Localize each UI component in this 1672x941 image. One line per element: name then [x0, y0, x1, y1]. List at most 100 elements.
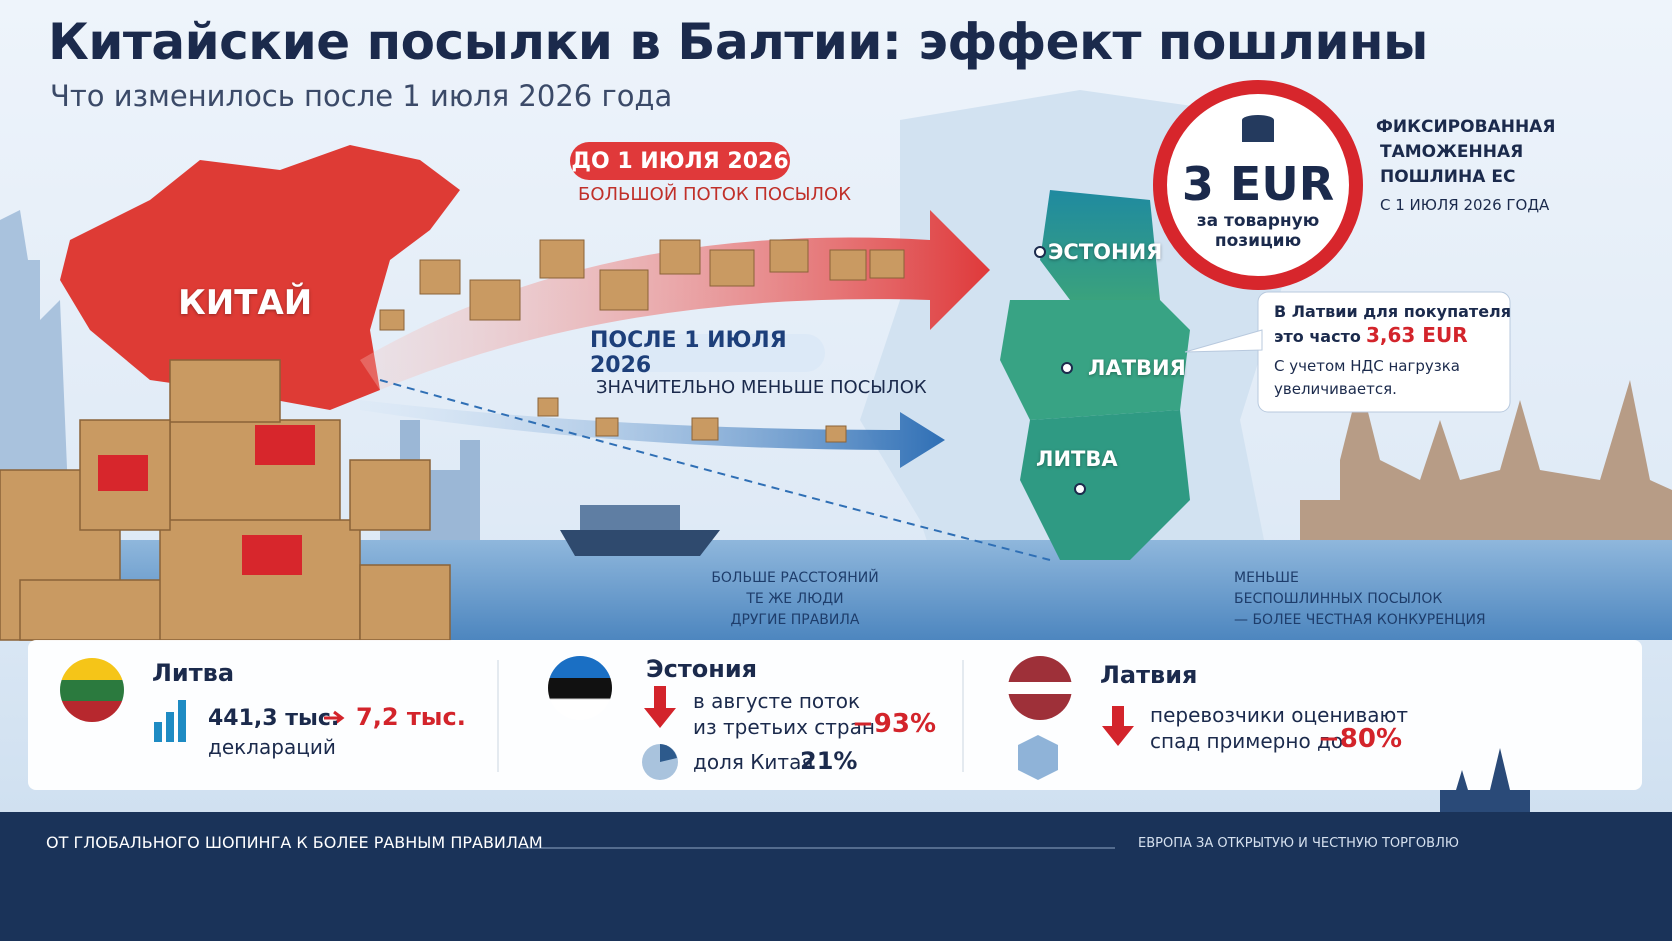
- decoration: [349, 459, 431, 531]
- stat-country: Эстония: [646, 655, 758, 683]
- decoration: [769, 239, 809, 273]
- icon-group: [1034, 246, 1086, 495]
- callout-text: это часто: [1274, 327, 1361, 346]
- decoration: [60, 680, 124, 701]
- decoration: [324, 710, 345, 726]
- decoration: [98, 455, 148, 491]
- duty-unit: за товарную: [1196, 211, 1320, 231]
- duty-heading: ФИКСИРОВАННАЯ: [1376, 117, 1556, 137]
- lithuania-label: ЛИТВА: [1036, 447, 1118, 471]
- footer: [0, 812, 1672, 941]
- decoration: [539, 239, 585, 279]
- stat-from: 441,3 тыс.: [208, 706, 340, 731]
- icon-group: [0, 359, 451, 641]
- decoration: [1257, 291, 1511, 413]
- stat-text: спад примерно до: [1150, 729, 1344, 753]
- stat-unit: деклараций: [208, 735, 336, 759]
- icon-group: [154, 700, 186, 742]
- decoration: [1020, 410, 1190, 560]
- decoration: [60, 658, 124, 680]
- flow-caption: БОЛЬШОЙ ПОТОК ПОСЫЛОК: [578, 184, 852, 205]
- decoration: [1153, 80, 1363, 290]
- decoration: [1061, 362, 1073, 374]
- decoration: [242, 535, 302, 575]
- decoration: [419, 259, 461, 295]
- baltic-note: БЕСПОШЛИННЫХ ПОСЫЛОК: [1234, 591, 1443, 607]
- callout-note: С учетом НДС нагрузка: [1274, 357, 1460, 375]
- sea-note: БОЛЬШЕ РАССТОЯНИЙ: [711, 570, 879, 586]
- decoration: [379, 379, 1051, 561]
- icon-group: [1242, 115, 1274, 142]
- stat-country: Литва: [152, 659, 235, 687]
- stat-text: перевозчики оценивают: [1150, 703, 1409, 727]
- decoration: [154, 722, 162, 742]
- stat-to: 7,2 тыс.: [356, 703, 466, 731]
- decoration: [548, 698, 612, 720]
- stat-country: Латвия: [1100, 661, 1198, 689]
- title: Китайские посылки в Балтии: эффект пошли…: [48, 13, 1428, 71]
- decoration: [1102, 706, 1134, 746]
- stat-text: в августе поток: [693, 689, 861, 713]
- decoration: [166, 712, 174, 742]
- duty-amount: 3 EUR: [1181, 157, 1335, 211]
- icon-group: [548, 656, 612, 720]
- decoration: [580, 505, 680, 530]
- stat-change: −80%: [1318, 724, 1403, 754]
- subtitle: Что изменилось после 1 июля 2026 года: [50, 79, 673, 113]
- decoration: [1034, 246, 1046, 258]
- stat-share-label: доля Китая: [693, 750, 814, 774]
- decoration: [548, 678, 612, 699]
- duty-heading: ПОШЛИНА ЕС: [1380, 167, 1516, 187]
- decoration: [255, 425, 315, 465]
- decoration: [0, 210, 70, 540]
- duty-date: С 1 ИЮЛЯ 2026 ГОДА: [1380, 196, 1550, 214]
- footer-left: ОТ ГЛОБАЛЬНОГО ШОПИНГА К БОЛЕЕ РАВНЫМ ПР…: [46, 833, 543, 852]
- decoration: [560, 530, 720, 556]
- sea-note: ТЕ ЖЕ ЛЮДИ: [746, 591, 844, 607]
- decoration: [1440, 748, 1530, 812]
- decoration: [599, 269, 649, 311]
- estonia-label: ЭСТОНИЯ: [1048, 240, 1163, 264]
- decoration: [169, 359, 281, 423]
- decoration: [60, 145, 460, 410]
- decoration: [1008, 682, 1072, 694]
- decoration: [1242, 120, 1274, 142]
- decoration: [660, 744, 677, 762]
- china-label: КИТАЙ: [178, 283, 313, 323]
- icon-group: [98, 425, 315, 575]
- stats-panel: [28, 640, 1642, 790]
- decoration: [379, 309, 405, 331]
- callout-highlight: 3,63 EUR: [1366, 323, 1468, 347]
- flow-badge: ПОСЛЕ 1 ИЮЛЯ 2026: [590, 328, 825, 378]
- footer-right: ЕВРОПА ЗА ОТКРЫТУЮ И ЧЕСТНУЮ ТОРГОВЛЮ: [1138, 836, 1459, 851]
- duty-heading: ТАМОЖЕННАЯ: [1380, 142, 1524, 162]
- flow-caption: ЗНАЧИТЕЛЬНО МЕНЬШЕ ПОСЫЛОК: [596, 377, 927, 398]
- decoration: [1008, 656, 1072, 682]
- decoration: [595, 417, 619, 437]
- decoration: [360, 400, 945, 468]
- icon-group: [1008, 656, 1072, 720]
- stat-share: 21%: [800, 747, 858, 775]
- flow-badge: ДО 1 ИЮЛЯ 2026: [570, 142, 790, 180]
- decoration: [1008, 694, 1072, 720]
- latvia-label: ЛАТВИЯ: [1088, 356, 1186, 380]
- duty-unit: позицию: [1214, 231, 1302, 251]
- decoration: [178, 700, 186, 742]
- icon-group: [379, 239, 905, 443]
- decoration: [709, 249, 755, 287]
- baltic-note: — БОЛЕЕ ЧЕСТНАЯ КОНКУРЕНЦИЯ: [1234, 612, 1486, 628]
- decoration: [1040, 190, 1160, 300]
- stat-change: −93%: [852, 709, 937, 739]
- decoration: [1300, 380, 1672, 540]
- stat-text: из третьих стран: [693, 715, 875, 739]
- decoration: [1000, 300, 1190, 420]
- decoration: [1184, 329, 1263, 353]
- decoration: [537, 397, 559, 417]
- sea-note: ДРУГИЕ ПРАВИЛА: [730, 612, 860, 628]
- decoration: [869, 249, 905, 279]
- callout-text: В Латвии для покупателя: [1274, 302, 1512, 321]
- callout-note: увеличивается.: [1274, 380, 1397, 398]
